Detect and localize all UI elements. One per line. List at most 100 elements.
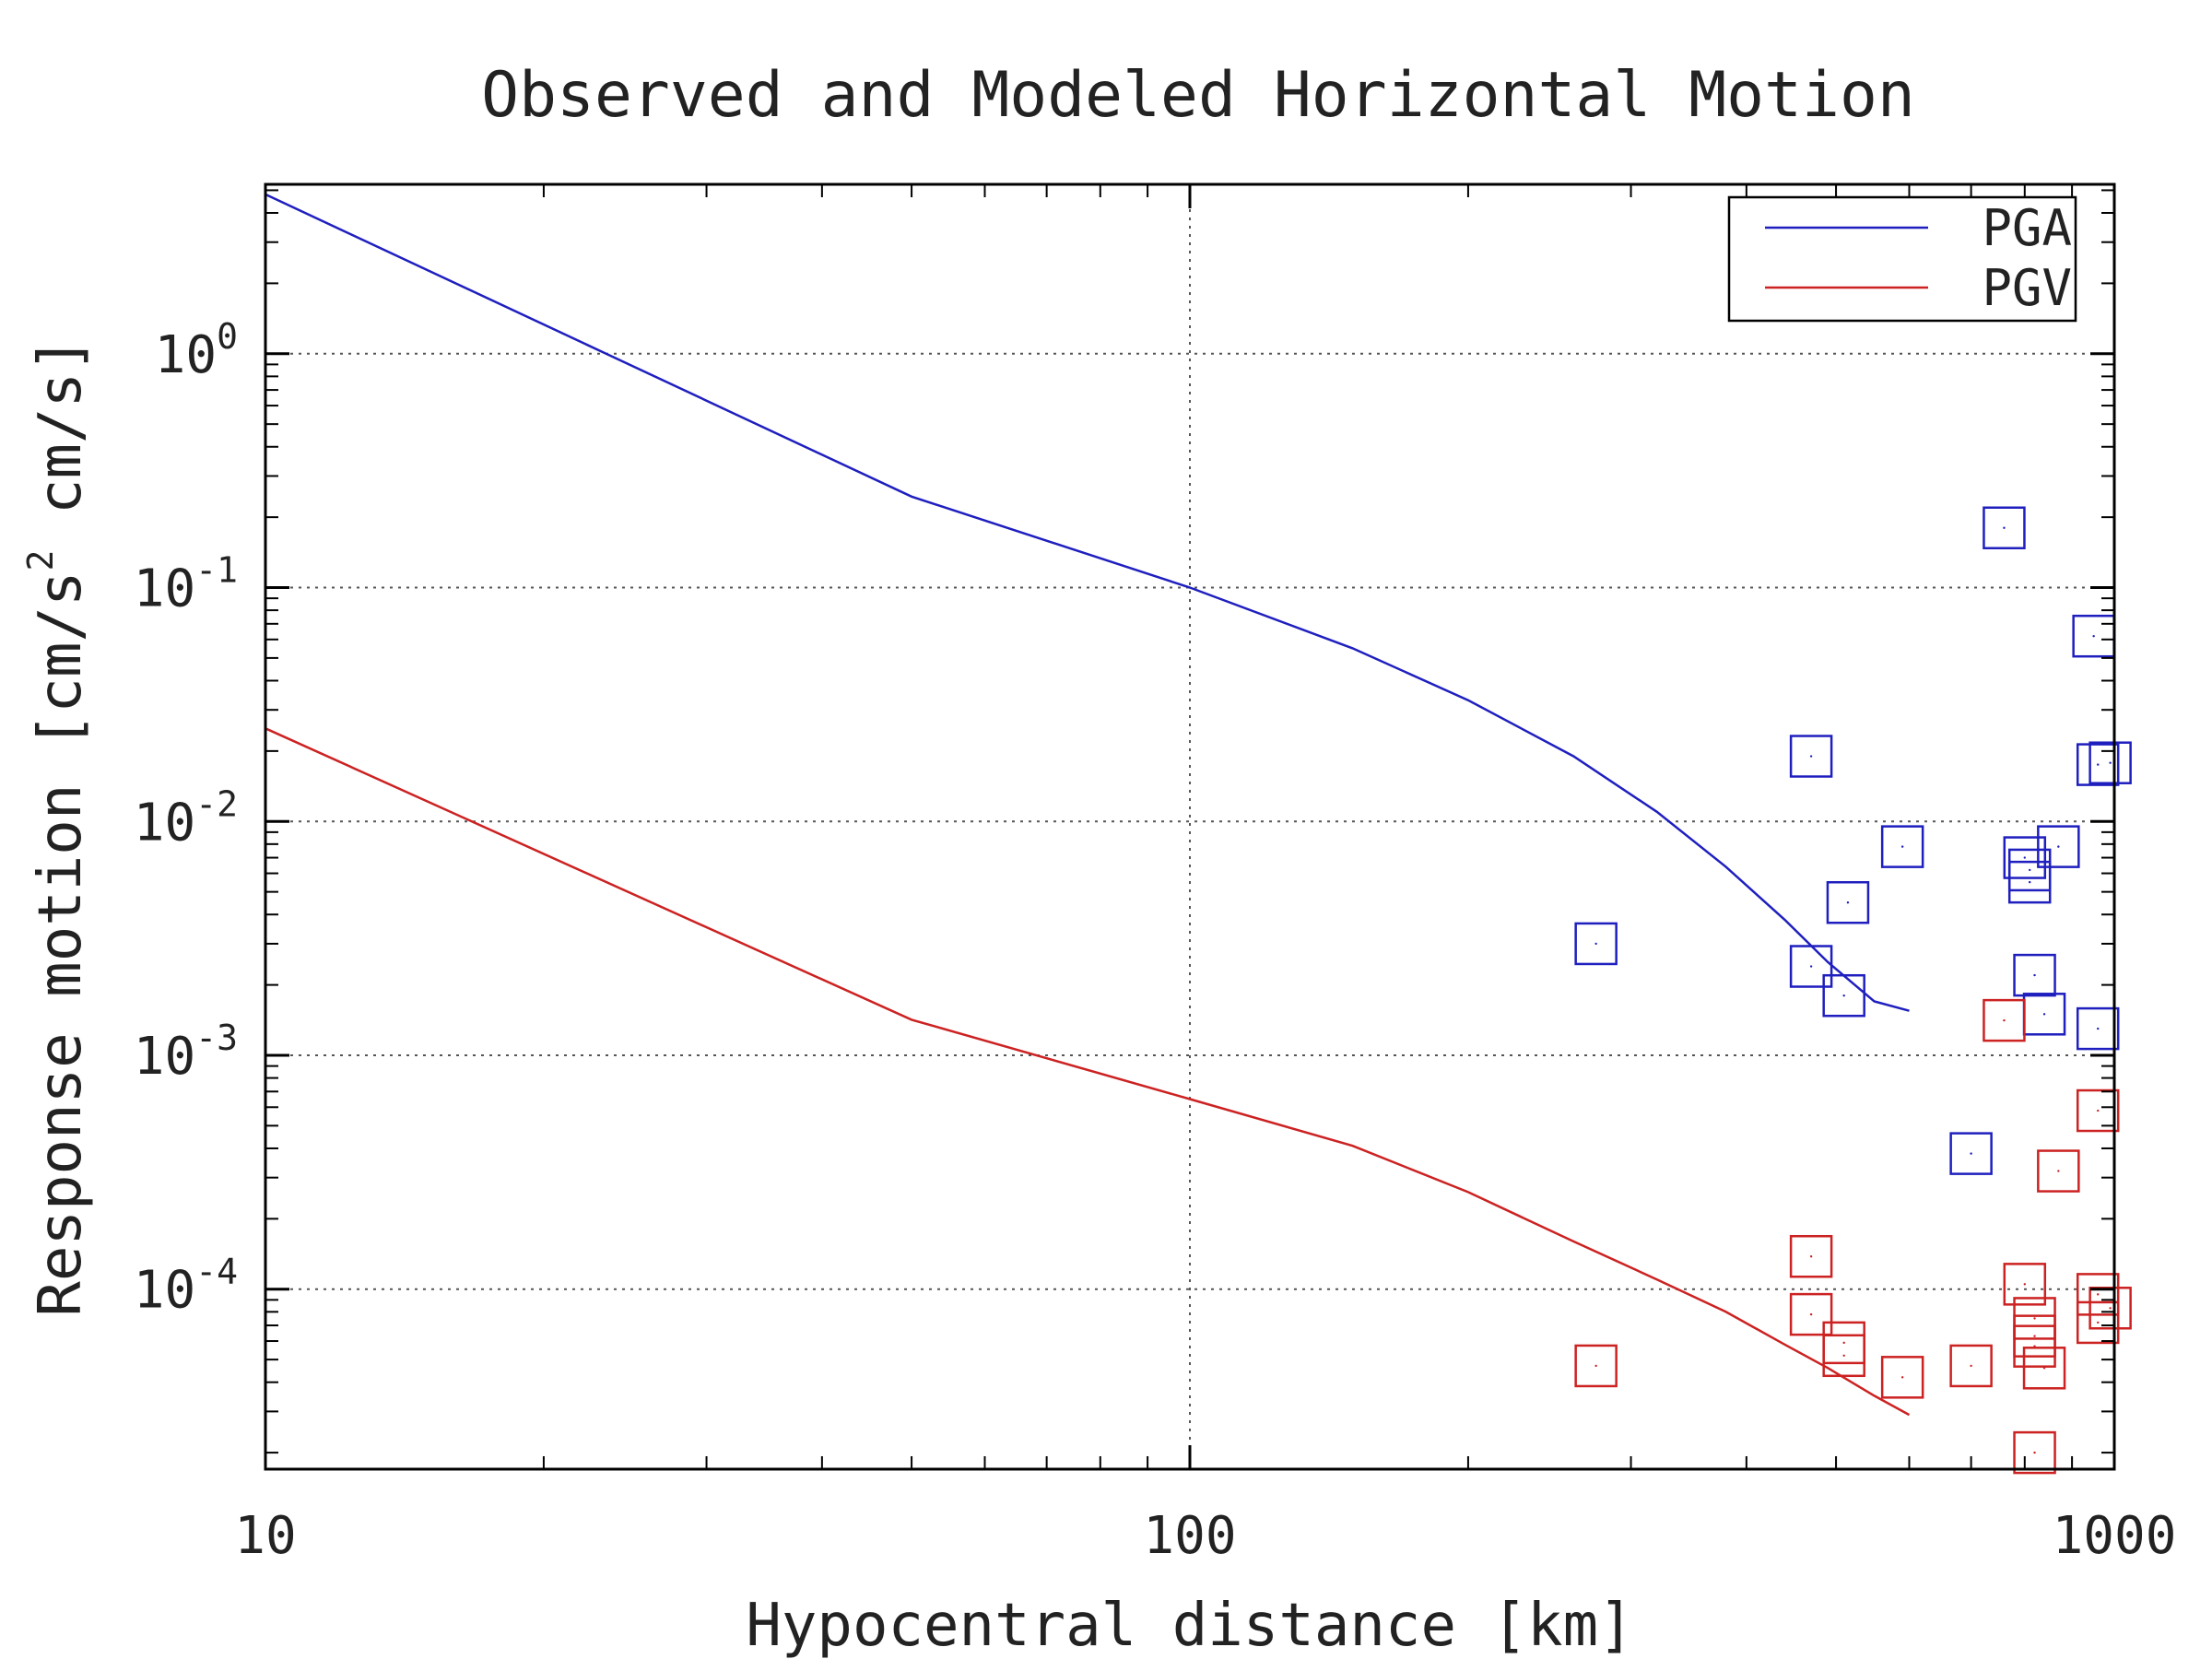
data-marker bbox=[1826, 880, 1870, 924]
data-marker bbox=[1822, 973, 1865, 1018]
data-point-dot bbox=[2097, 1321, 2100, 1324]
y-tick-label-base: 10 bbox=[134, 1027, 195, 1087]
data-marker bbox=[1949, 1344, 1993, 1388]
series-line-pga bbox=[265, 193, 1910, 1012]
data-marker bbox=[1983, 998, 2026, 1042]
x-tick-label: 1000 bbox=[2053, 1506, 2177, 1566]
data-point-dot bbox=[2029, 868, 2031, 872]
data-point-dot bbox=[2109, 1307, 2112, 1310]
data-marker bbox=[2003, 836, 2047, 879]
data-point-dot bbox=[2097, 1027, 2100, 1030]
data-marker bbox=[1574, 1344, 1618, 1388]
y-axis-label-superscript: 2 bbox=[20, 550, 61, 571]
data-point-dot bbox=[2033, 1451, 2036, 1454]
y-tick-label-base: 10 bbox=[155, 325, 217, 385]
data-marker bbox=[1789, 1292, 1833, 1336]
data-point-dot bbox=[2023, 1283, 2026, 1286]
data-marker bbox=[2013, 1324, 2056, 1368]
data-marker bbox=[2076, 1088, 2120, 1133]
series-markers bbox=[1574, 506, 2132, 1475]
data-point-dot bbox=[2033, 1335, 2036, 1337]
data-point-dot bbox=[2003, 526, 2006, 529]
data-point-dot bbox=[2057, 1170, 2060, 1172]
y-tick-label: 10-3 bbox=[134, 1018, 238, 1087]
y-axis-label: Response motion [cm/s2 cm/s] bbox=[20, 336, 95, 1316]
data-point-dot bbox=[2092, 634, 2095, 638]
data-point-dot bbox=[2029, 880, 2031, 884]
data-marker bbox=[1949, 1132, 1993, 1175]
data-marker bbox=[2076, 1300, 2120, 1345]
data-marker bbox=[2013, 1430, 2056, 1475]
data-point-dot bbox=[2042, 1013, 2046, 1016]
x-axis-label: Hypocentral distance [km] bbox=[746, 1592, 1633, 1659]
data-marker bbox=[2076, 1273, 2120, 1316]
data-point-dot bbox=[1809, 1312, 1813, 1316]
data-point-dot bbox=[2097, 1109, 2100, 1112]
y-tick-label-exponent: 0 bbox=[217, 316, 238, 357]
y-tick-label-exponent: -2 bbox=[195, 783, 238, 824]
data-point-dot bbox=[2097, 1293, 2100, 1296]
data-marker bbox=[2076, 743, 2120, 786]
y-tick-label-base: 10 bbox=[134, 793, 195, 853]
data-point-dot bbox=[1594, 1364, 1597, 1368]
data-marker bbox=[1789, 735, 1833, 778]
data-point-dot bbox=[1900, 845, 1904, 848]
grid bbox=[265, 184, 2114, 1469]
data-point-dot bbox=[1900, 1376, 1904, 1379]
y-tick-label: 10-1 bbox=[134, 550, 238, 619]
data-marker bbox=[2037, 825, 2080, 868]
x-tick-label: 100 bbox=[1143, 1506, 1236, 1566]
data-point-dot bbox=[1809, 1255, 1813, 1258]
data-point-dot bbox=[2023, 856, 2026, 859]
y-axis-label-prefix: Response motion [cm/s bbox=[27, 571, 95, 1316]
data-point-dot bbox=[2097, 763, 2100, 766]
y-tick-label-exponent: -3 bbox=[195, 1018, 238, 1058]
series-line-pgv bbox=[265, 727, 1911, 1417]
data-marker bbox=[1880, 1356, 1924, 1399]
data-point-dot bbox=[1842, 1341, 1845, 1345]
data-marker bbox=[1789, 945, 1833, 988]
data-point-dot bbox=[1842, 1354, 1845, 1357]
data-marker bbox=[1789, 1234, 1833, 1278]
data-point-dot bbox=[2109, 761, 2112, 764]
legend-label-pgv: PGV bbox=[1982, 259, 2072, 317]
data-point-dot bbox=[2057, 845, 2060, 848]
y-tick-label: 10-2 bbox=[134, 783, 238, 853]
chart-title: Observed and Modeled Horizontal Motion bbox=[481, 59, 1915, 132]
data-marker bbox=[2013, 953, 2056, 997]
legend-box bbox=[1727, 195, 2077, 323]
data-marker bbox=[2022, 1347, 2066, 1390]
legend: PGA PGV bbox=[1727, 195, 2077, 323]
data-point-dot bbox=[1970, 1364, 1972, 1368]
y-tick-label-exponent: -4 bbox=[195, 1252, 238, 1292]
data-point-dot bbox=[1846, 901, 1850, 904]
data-marker bbox=[1880, 825, 1924, 868]
data-point-dot bbox=[1809, 965, 1813, 968]
data-point-dot bbox=[2042, 1367, 2046, 1370]
data-point-dot bbox=[2033, 1317, 2036, 1320]
data-marker bbox=[2088, 741, 2132, 784]
data-point-dot bbox=[2003, 1018, 2006, 1022]
data-marker bbox=[1983, 506, 2026, 549]
data-point-dot bbox=[2033, 973, 2036, 977]
data-marker bbox=[2007, 848, 2052, 892]
y-tick-label: 100 bbox=[155, 316, 238, 385]
axis-ticks bbox=[264, 184, 2116, 1469]
data-point-dot bbox=[1842, 994, 1845, 997]
data-marker bbox=[2037, 1149, 2080, 1193]
data-marker bbox=[1574, 922, 1618, 966]
y-tick-label-exponent: -1 bbox=[195, 550, 238, 591]
y-tick-label-base: 10 bbox=[134, 559, 195, 619]
y-tick-label: 10-4 bbox=[134, 1252, 238, 1321]
y-axis-label-suffix: cm/s] bbox=[27, 336, 95, 549]
y-tick-label-base: 10 bbox=[134, 1261, 195, 1321]
data-point-dot bbox=[1970, 1152, 1972, 1155]
data-point-dot bbox=[1809, 755, 1813, 758]
data-point-dot bbox=[1594, 942, 1597, 946]
legend-label-pga: PGA bbox=[1982, 199, 2072, 257]
data-marker bbox=[2076, 1006, 2120, 1051]
x-tick-label: 10 bbox=[234, 1506, 296, 1566]
data-marker bbox=[2003, 1263, 2047, 1306]
